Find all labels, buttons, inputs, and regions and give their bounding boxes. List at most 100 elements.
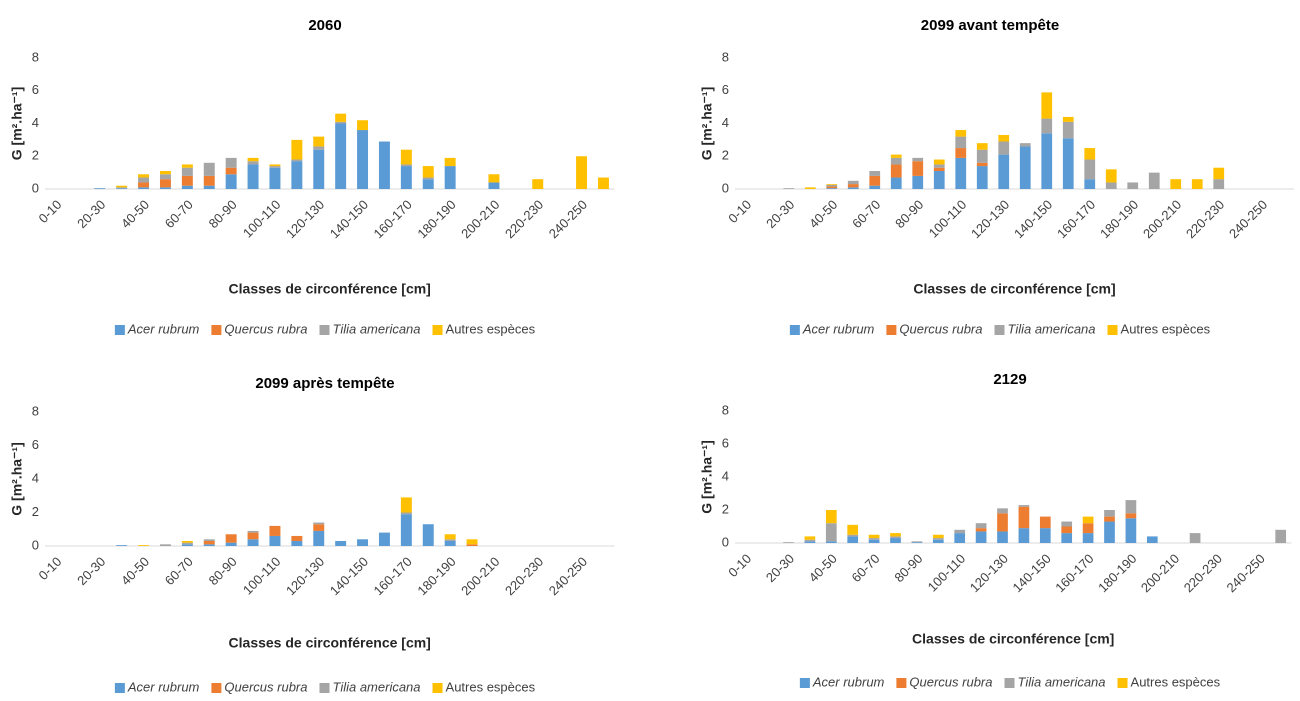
x-tick-label: 240-250 [1224, 551, 1268, 595]
bar-segment [357, 120, 369, 131]
x-tick-label: 80-90 [892, 197, 926, 231]
x-tick-label: 0-10 [35, 197, 64, 226]
bar-segment [444, 166, 456, 189]
bar-segment [1105, 182, 1117, 189]
x-tick-label: 0-10 [35, 554, 64, 583]
bar-segment [783, 542, 794, 543]
bar-segment [868, 538, 880, 540]
bar-segment [955, 157, 967, 189]
x-tick-label: 240-250 [546, 554, 590, 598]
legend-label: Autres espèces [1131, 674, 1221, 689]
x-tick-label: 0-10 [725, 197, 754, 226]
x-tick-label: 100-110 [240, 197, 284, 241]
legend-swatch [789, 325, 800, 335]
bar-segment [1018, 506, 1030, 529]
legend-swatch [432, 683, 443, 693]
legend-label: Autres espèces [1121, 321, 1211, 336]
bar-segment [225, 534, 237, 543]
bar-segment [869, 185, 881, 189]
bar-segment [1213, 179, 1225, 189]
legend-label: Acer rubrum [127, 679, 200, 694]
x-tick-label: 40-50 [806, 551, 840, 585]
bar-segment [422, 177, 434, 180]
bar-segment [976, 166, 988, 189]
bar-segment [422, 166, 434, 178]
x-tick-label: 60-70 [849, 197, 883, 231]
bar-segment [181, 544, 193, 546]
x-tick-label: 100-110 [926, 197, 970, 241]
x-tick-label: 160-170 [1052, 551, 1096, 595]
y-axis-title: G [m².ha⁻¹] [9, 442, 25, 516]
bar-segment [912, 175, 924, 189]
bar-segment [804, 187, 816, 189]
x-tick-label: 80-90 [206, 197, 240, 231]
bar-segment [138, 545, 150, 546]
bar-segment [1148, 172, 1160, 189]
bar-segment [932, 534, 944, 539]
bar-segment [1104, 521, 1115, 543]
bar-segment [181, 167, 193, 176]
bar-segment [1125, 500, 1137, 514]
bar-segment [1125, 513, 1137, 519]
bar-segment [181, 540, 193, 543]
bar-segment [181, 542, 193, 545]
bar-segment [976, 143, 988, 150]
bar-segment [378, 532, 390, 546]
legend-label: Tilia americana [332, 679, 420, 694]
bar-segment [225, 157, 237, 168]
bar-segment [825, 510, 837, 524]
bar-segment [804, 541, 816, 543]
legend-swatch [886, 325, 897, 335]
x-tick-label: 240-250 [1226, 197, 1270, 241]
y-tick-label: 6 [32, 437, 39, 452]
bar-segment [181, 175, 193, 186]
legend-swatch [319, 683, 330, 693]
bar-segment [847, 524, 859, 535]
legend-label: Quercus rubra [224, 679, 307, 694]
chart-panel: 2099 après tempête G [m².ha⁻¹] Classes de … [9, 375, 615, 694]
bar-segment [313, 149, 325, 189]
bar-segment [203, 185, 215, 189]
bar-segment [159, 544, 171, 546]
bar-segment [955, 148, 967, 158]
bar-segment [1019, 146, 1031, 189]
bar-segment [181, 164, 193, 168]
bar-segment [203, 175, 215, 186]
bar-segment [1084, 159, 1096, 180]
y-tick-label: 8 [32, 403, 39, 418]
bar-segment [488, 174, 500, 183]
bar-segment [783, 188, 795, 189]
bar-segment [116, 185, 128, 188]
bar-segment [804, 539, 816, 542]
y-tick-label: 4 [32, 115, 39, 130]
bar-segment [247, 164, 259, 189]
bar-segment [335, 123, 347, 189]
bar-segment [933, 159, 945, 165]
legend-swatch [432, 325, 443, 335]
bar-segment [933, 170, 945, 189]
bar-segment [1082, 533, 1094, 543]
legend-swatch [1107, 325, 1118, 335]
bar-segment [998, 141, 1010, 155]
bar-segment [826, 186, 838, 189]
x-tick-label: 120-130 [968, 197, 1012, 241]
x-tick-label: 140-150 [1011, 197, 1055, 241]
bar-segment [975, 531, 987, 543]
x-tick-label: 180-190 [1095, 551, 1139, 595]
chart-title: 2060 [308, 17, 341, 34]
bar-segment [933, 167, 945, 171]
bar-segment [203, 540, 215, 545]
bar-segment [1105, 169, 1117, 183]
bar-segment [159, 187, 171, 189]
x-tick-label: 220-230 [1181, 551, 1225, 595]
bar-segment [225, 542, 237, 546]
bar-segment [868, 534, 880, 539]
bar-segment [313, 522, 325, 525]
bar-segment [975, 523, 987, 529]
bar-segment [335, 540, 347, 546]
x-tick-label: 40-50 [806, 197, 840, 231]
bar-segment [313, 136, 325, 147]
x-axis-title: Classes de circonférence [cm] [229, 635, 431, 651]
bar-segment [1018, 505, 1030, 507]
bar-segment [1039, 516, 1051, 529]
